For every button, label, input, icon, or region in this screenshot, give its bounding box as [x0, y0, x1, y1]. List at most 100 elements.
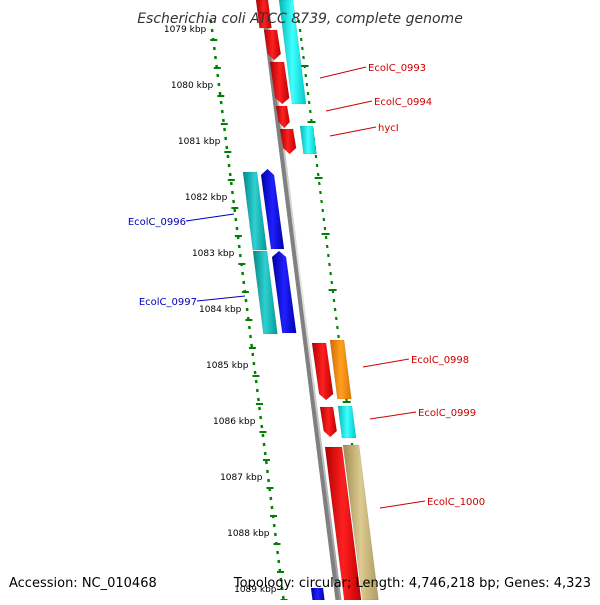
ruler-dot — [250, 335, 251, 338]
ruler-dot — [268, 479, 269, 482]
gene-label[interactable]: EcolC_0999 — [418, 408, 476, 419]
guide-dot — [316, 155, 317, 158]
ruler-dot — [263, 434, 264, 437]
guide-dot — [302, 47, 303, 50]
guide-dot — [325, 227, 326, 230]
ruler-dot — [233, 200, 234, 203]
ruler-dot — [214, 47, 215, 50]
ruler-dot — [283, 596, 284, 599]
ruler-dot — [277, 551, 278, 554]
guide-dot — [307, 83, 308, 86]
guide-dot — [330, 272, 331, 275]
ruler-dot — [215, 56, 216, 59]
ruler-dot — [249, 326, 250, 329]
ruler-dot — [275, 533, 276, 536]
guide-dot — [310, 110, 311, 113]
kbp-label: 1088 kbp — [227, 529, 270, 539]
guide-dot — [317, 164, 318, 167]
ruler-dot — [240, 254, 241, 257]
guide-dot — [303, 56, 304, 59]
ruler-dot — [272, 506, 273, 509]
ruler-dot — [279, 560, 280, 563]
ruler-dot — [259, 407, 260, 410]
ruler-dot — [221, 101, 222, 104]
ruler-dot — [264, 443, 265, 446]
ruler-dot — [228, 155, 229, 158]
gene-label[interactable]: EcolC_0997 — [139, 297, 197, 308]
gene-label[interactable]: EcolC_1000 — [427, 497, 485, 508]
gene-label[interactable]: hycI — [378, 123, 399, 134]
ruler-dot — [212, 29, 213, 32]
ruler-dot — [232, 191, 233, 194]
ruler-dot — [244, 281, 245, 284]
ruler-dot — [242, 272, 243, 275]
kbp-label: 1081 kbp — [178, 137, 221, 147]
gene-label[interactable]: EcolC_0998 — [411, 355, 469, 366]
cds-reverse — [264, 30, 281, 60]
guide-dot — [300, 29, 301, 32]
guide-dot — [318, 173, 319, 176]
kbp-label: 1083 kbp — [192, 249, 235, 259]
ruler-dot — [246, 299, 247, 302]
guide-dot — [321, 200, 322, 203]
ruler-dot — [222, 110, 223, 113]
gene-feature-cyan — [300, 126, 317, 154]
guide-dot — [336, 317, 337, 320]
ruler-dot — [236, 218, 237, 221]
ruler-dot — [234, 209, 235, 212]
ruler-dot — [231, 182, 232, 185]
ruler-dot — [220, 92, 221, 95]
kbp-label: 1080 kbp — [171, 81, 214, 91]
label-leader-line — [197, 296, 245, 301]
ruler-dot — [229, 164, 230, 167]
ruler-dot — [218, 74, 219, 77]
ruler-dot — [257, 389, 258, 392]
label-leader-line — [326, 101, 372, 111]
ruler-dot — [262, 425, 263, 428]
kbp-label: 1087 kbp — [220, 473, 263, 483]
gene-feature-cyan — [338, 406, 356, 438]
guide-dot — [335, 308, 336, 311]
guide-dot — [334, 299, 335, 302]
label-leader-line — [330, 127, 376, 136]
guide-dot — [328, 254, 329, 257]
map-title: Escherichia coli ATCC 8739, complete gen… — [137, 11, 463, 27]
guide-dot — [332, 281, 333, 284]
kbp-label: 1084 kbp — [199, 305, 242, 315]
ruler-dot — [219, 83, 220, 86]
ruler-dot — [267, 470, 268, 473]
ruler-dot — [237, 227, 238, 230]
guide-dot — [322, 209, 323, 212]
ruler-dot — [225, 137, 226, 140]
ruler-dot — [258, 398, 259, 401]
gene-label[interactable]: EcolC_0993 — [368, 63, 426, 74]
label-leader-line — [320, 67, 366, 78]
kbp-label: 1086 kbp — [213, 417, 256, 427]
kbp-label: 1085 kbp — [206, 361, 249, 371]
guide-dot — [337, 326, 338, 329]
guide-dot — [309, 101, 310, 104]
ruler-dot — [274, 524, 275, 527]
guide-dot — [308, 92, 309, 95]
ruler-dot — [251, 344, 252, 347]
guide-dot — [324, 218, 325, 221]
cds-reverse — [320, 407, 337, 437]
ruler-dot — [253, 353, 254, 356]
ruler-dot — [260, 416, 261, 419]
ruler-dot — [224, 128, 225, 131]
accession-text: Accession: NC_010468 — [9, 576, 157, 591]
guide-dot — [319, 182, 320, 185]
gene-label[interactable]: EcolC_0994 — [374, 97, 432, 108]
ruler-dot — [255, 371, 256, 374]
ruler-dot — [266, 461, 267, 464]
guide-dot — [327, 245, 328, 248]
ruler-dot — [271, 497, 272, 500]
label-leader-line — [186, 214, 234, 221]
guide-dot — [329, 263, 330, 266]
ruler-dot — [265, 452, 266, 455]
gene-label[interactable]: EcolC_0996 — [128, 217, 186, 228]
guide-dot — [306, 74, 307, 77]
ruler-dot — [247, 308, 248, 311]
gene-feature-orange — [330, 340, 351, 399]
